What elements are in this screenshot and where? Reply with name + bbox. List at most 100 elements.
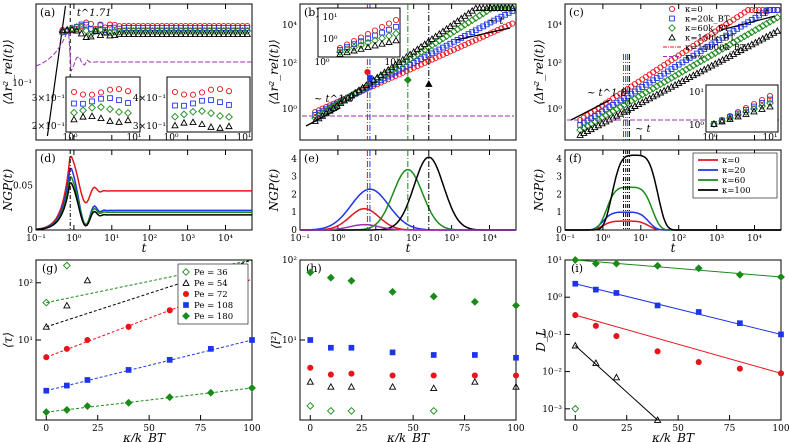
msd-marker-c <box>649 84 658 93</box>
inset-marker-b <box>364 30 372 38</box>
msd-marker-c <box>663 76 672 84</box>
msd-marker-b <box>469 29 476 35</box>
msd-marker-b <box>476 25 483 32</box>
msd-marker-c <box>773 27 782 34</box>
data-point-i <box>736 365 743 372</box>
msd-marker-a <box>72 26 81 34</box>
data-point-h <box>307 337 314 343</box>
msd-marker-c <box>696 57 705 66</box>
y-tick-label-f: 4 <box>556 155 562 165</box>
y-tick-label-i: 10⁻³ <box>542 405 562 415</box>
y-axis-label-g: ⟨τ⟩ <box>1 332 15 348</box>
x-tick-label-i: 50 <box>672 424 684 434</box>
msd-marker-c <box>745 7 752 14</box>
panel-frame-c <box>564 3 782 141</box>
msd-marker-c <box>714 46 723 55</box>
ngp-curve-d <box>35 155 252 230</box>
msd-marker-b <box>483 31 490 39</box>
panel-label-g: (g) <box>42 262 58 275</box>
inset-y-tick-a: 3×10⁻¹ <box>32 94 65 104</box>
legend-label-f: κ=20 <box>722 166 745 176</box>
data-point-h <box>429 406 438 415</box>
inset-marker-a <box>107 95 113 101</box>
msd-marker-c <box>671 71 680 80</box>
y-tick-label-a: 10⁻¹ <box>12 79 32 89</box>
msd-marker-b <box>409 52 418 61</box>
msd-marker-b <box>464 18 473 27</box>
legend-marker-c <box>668 33 676 41</box>
data-point-h <box>513 354 519 361</box>
inset-x-tick-b: 10¹ <box>384 58 399 68</box>
msd-marker-b <box>428 56 436 63</box>
y-tick-label-e: 1 <box>291 208 297 218</box>
msd-marker-c <box>725 40 734 49</box>
legend-label-c: κ=∞ <box>685 53 705 63</box>
peak-marker-b <box>364 68 371 76</box>
msd-marker-a <box>234 30 242 37</box>
x-tick-label-e: 10⁰ <box>330 234 345 244</box>
panel-label-c: (c) <box>569 6 584 19</box>
x-tick-label-i: 100 <box>772 424 789 434</box>
msd-marker-c <box>682 65 690 74</box>
msd-marker-b <box>458 43 465 50</box>
msd-marker-b <box>504 4 513 11</box>
msd-marker-a <box>77 29 86 37</box>
msd-marker-a <box>238 30 247 37</box>
inset-y-tick-c: 10¹ <box>689 88 704 98</box>
msd-marker-a <box>91 27 100 35</box>
inset-marker-a <box>225 88 233 95</box>
msd-marker-b <box>483 21 490 28</box>
inset-marker-a <box>225 113 233 121</box>
y-tick-label-f: 1 <box>556 208 562 218</box>
y-tick-label-c: 10⁴ <box>547 21 562 31</box>
peak-marker-b <box>403 76 412 84</box>
msd-marker-a <box>129 30 138 37</box>
msd-marker-b <box>509 8 516 14</box>
y-axis-label-f: NGP(t) <box>532 169 546 213</box>
data-point-g <box>63 301 71 309</box>
inset-marker-a <box>180 91 188 98</box>
inset-marker-c <box>766 102 774 110</box>
msd-marker-a <box>120 30 128 37</box>
data-point-h <box>512 382 520 390</box>
msd-marker-a <box>63 25 72 33</box>
msd-marker-b <box>471 14 480 22</box>
msd-marker-a <box>134 30 143 37</box>
x-tick-label-g: 50 <box>143 424 155 434</box>
inset-marker-a <box>106 86 114 93</box>
legend-box-g <box>177 263 249 325</box>
msd-marker-a <box>210 30 218 37</box>
msd-marker-b <box>378 77 384 84</box>
msd-marker-c <box>774 6 781 14</box>
inset-marker-a <box>171 88 179 96</box>
inset-x-tick-a: 10⁰ <box>62 133 77 143</box>
inset-marker-c <box>734 112 742 120</box>
inset-marker-a <box>124 116 132 124</box>
data-point-h <box>472 352 478 358</box>
x-tick-label-h: 25 <box>356 424 368 434</box>
x-tick-label-h: 0 <box>307 424 313 434</box>
msd-marker-b <box>446 29 455 38</box>
data-point-g <box>208 346 214 352</box>
legend-label-g: Pe = 72 <box>194 290 228 300</box>
fit-line-g <box>46 278 253 358</box>
x-tick-label-f: 10² <box>671 234 686 244</box>
msd-marker-b <box>472 4 480 12</box>
x-tick-label-h: 100 <box>507 424 524 434</box>
inset-marker-a <box>171 112 179 121</box>
x-tick-label-g: 100 <box>243 424 260 434</box>
inset-marker-a <box>116 97 122 104</box>
inset-marker-c <box>710 120 718 128</box>
msd-marker-b <box>498 13 505 20</box>
legend-marker-c <box>669 15 675 22</box>
msd-marker-b <box>396 67 402 74</box>
inset-marker-c <box>742 110 750 117</box>
peak-marker-b <box>425 80 433 87</box>
inset-marker-c <box>742 108 750 116</box>
data-point-h <box>306 377 315 385</box>
msd-marker-c <box>630 94 639 103</box>
msd-marker-c <box>729 38 738 47</box>
y-tick-label-h: 10² <box>282 256 297 266</box>
data-point-h <box>347 406 356 415</box>
x-tick-label-f: 10⁰ <box>595 234 610 244</box>
